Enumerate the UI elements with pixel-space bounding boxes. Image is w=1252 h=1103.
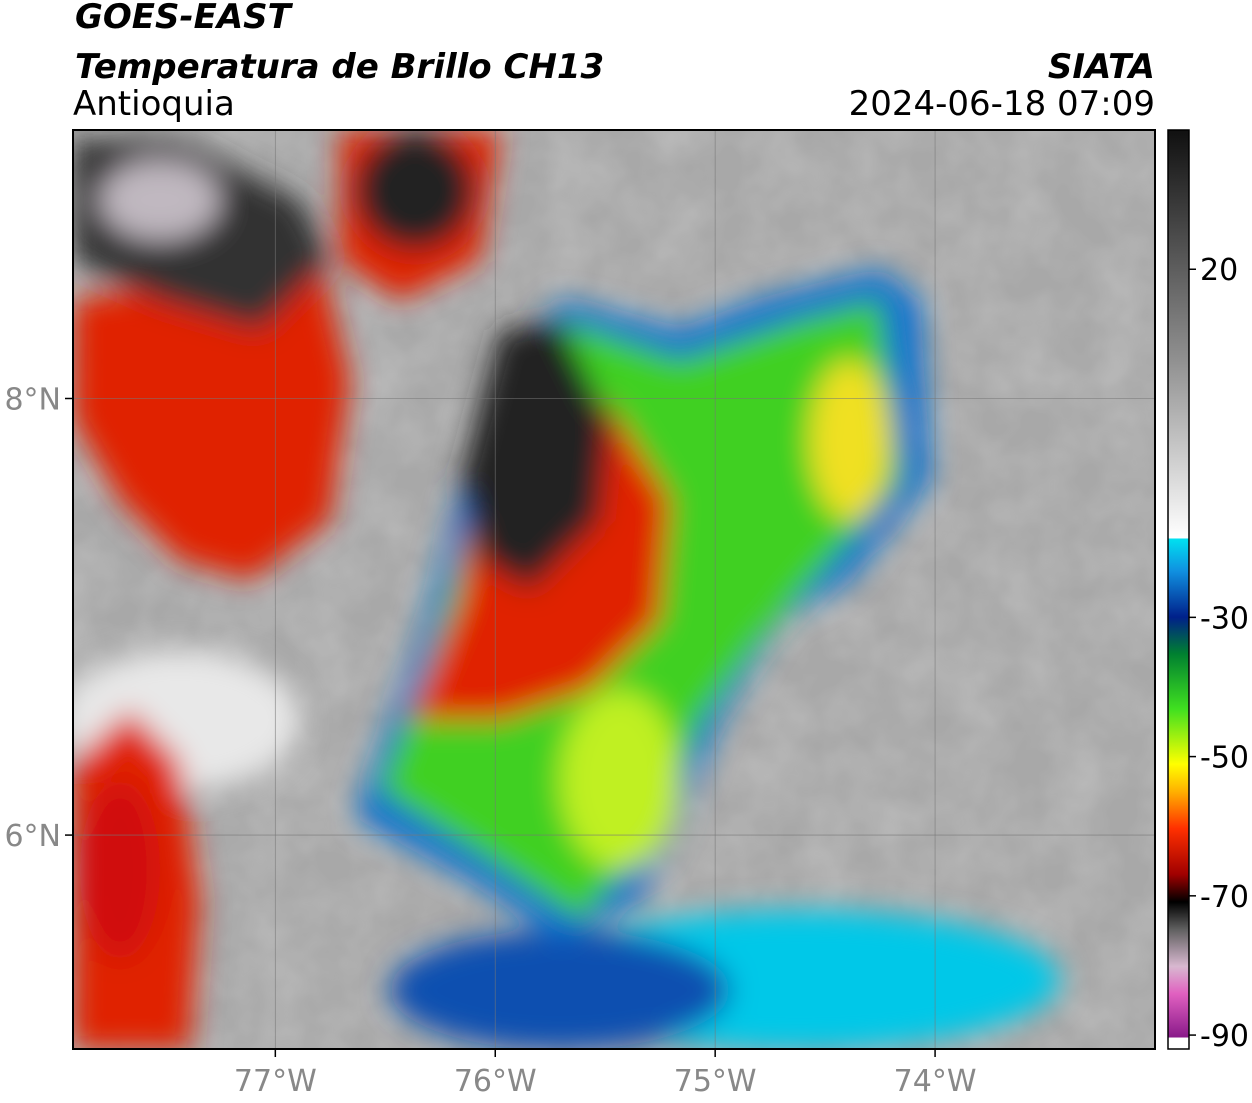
source: SIATA bbox=[1048, 47, 1155, 87]
colorbar-label: 20 bbox=[1200, 253, 1238, 288]
timestamp: 2024-06-18 07:09 bbox=[849, 84, 1155, 124]
subtitle: Temperatura de Brillo CH13 bbox=[75, 47, 604, 87]
title: GOES-EAST bbox=[75, 0, 294, 37]
grid bbox=[73, 130, 1155, 1049]
colorbar bbox=[1167, 129, 1190, 1050]
x-tick-label: 74°W bbox=[894, 1064, 977, 1099]
colorbar-label: -90 bbox=[1200, 1019, 1249, 1054]
colorbar-label: -30 bbox=[1200, 601, 1249, 636]
labels: 77°W 76°W 75°W 74°W 8°N 6°N 20 -30 -50 -70 -90 bbox=[4, 253, 1249, 1099]
colorbar-label: -70 bbox=[1200, 880, 1249, 915]
satellite-image bbox=[73, 130, 1155, 1049]
map-frame bbox=[72, 129, 1156, 1050]
y-tick-label: 8°N bbox=[4, 382, 61, 417]
x-tick-label: 76°W bbox=[454, 1064, 537, 1099]
y-tick-label: 6°N bbox=[4, 819, 61, 854]
region: Antioquia bbox=[73, 84, 235, 124]
colorbar-label: -50 bbox=[1200, 741, 1249, 776]
x-tick-label: 75°W bbox=[674, 1064, 757, 1099]
x-tick-label: 77°W bbox=[234, 1064, 317, 1099]
